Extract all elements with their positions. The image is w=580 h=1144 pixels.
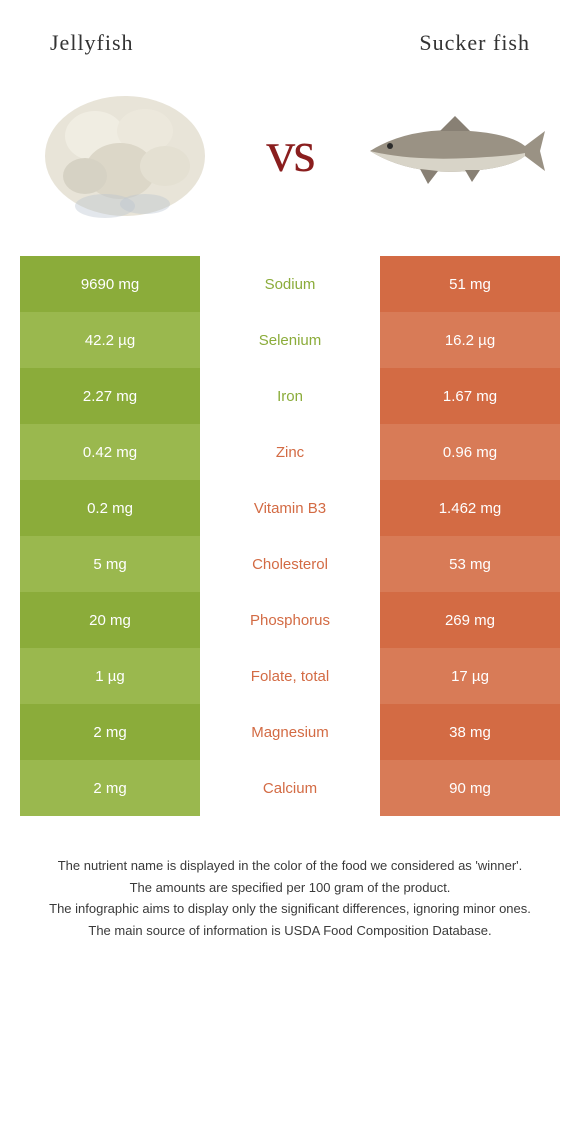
vs-label: vs xyxy=(266,118,314,185)
footnote-line: The main source of information is USDA F… xyxy=(35,921,545,941)
left-value: 9690 mg xyxy=(20,256,200,312)
nutrient-name: Magnesium xyxy=(200,704,380,760)
nutrient-name: Zinc xyxy=(200,424,380,480)
nutrient-name: Folate, total xyxy=(200,648,380,704)
right-value: 90 mg xyxy=(380,760,560,816)
left-value: 42.2 µg xyxy=(20,312,200,368)
jellyfish-image xyxy=(30,76,220,226)
footnote-line: The nutrient name is displayed in the co… xyxy=(35,856,545,876)
right-value: 51 mg xyxy=(380,256,560,312)
fish-image xyxy=(360,76,550,226)
nutrient-name: Cholesterol xyxy=(200,536,380,592)
footnote-line: The amounts are specified per 100 gram o… xyxy=(35,878,545,898)
table-row: 9690 mgSodium51 mg xyxy=(20,256,560,312)
left-value: 1 µg xyxy=(20,648,200,704)
nutrient-name: Sodium xyxy=(200,256,380,312)
table-row: 0.2 mgVitamin B31.462 mg xyxy=(20,480,560,536)
right-value: 1.462 mg xyxy=(380,480,560,536)
left-value: 2 mg xyxy=(20,760,200,816)
nutrient-name: Phosphorus xyxy=(200,592,380,648)
right-value: 38 mg xyxy=(380,704,560,760)
table-row: 2 mgCalcium90 mg xyxy=(20,760,560,816)
footnotes: The nutrient name is displayed in the co… xyxy=(20,816,560,940)
footnote-line: The infographic aims to display only the… xyxy=(35,899,545,919)
left-value: 2.27 mg xyxy=(20,368,200,424)
right-value: 53 mg xyxy=(380,536,560,592)
nutrient-name: Iron xyxy=(200,368,380,424)
nutrient-name: Calcium xyxy=(200,760,380,816)
table-row: 5 mgCholesterol53 mg xyxy=(20,536,560,592)
right-value: 1.67 mg xyxy=(380,368,560,424)
table-row: 2 mgMagnesium38 mg xyxy=(20,704,560,760)
left-value: 20 mg xyxy=(20,592,200,648)
right-value: 16.2 µg xyxy=(380,312,560,368)
left-value: 5 mg xyxy=(20,536,200,592)
table-row: 1 µgFolate, total17 µg xyxy=(20,648,560,704)
table-row: 42.2 µgSelenium16.2 µg xyxy=(20,312,560,368)
images-row: vs xyxy=(20,56,560,256)
left-value: 2 mg xyxy=(20,704,200,760)
table-row: 2.27 mgIron1.67 mg xyxy=(20,368,560,424)
nutrient-name: Vitamin B3 xyxy=(200,480,380,536)
right-value: 17 µg xyxy=(380,648,560,704)
right-value: 269 mg xyxy=(380,592,560,648)
nutrient-table: 9690 mgSodium51 mg42.2 µgSelenium16.2 µg… xyxy=(20,256,560,816)
food-right-title: Sucker fish xyxy=(419,30,530,56)
table-row: 20 mgPhosphorus269 mg xyxy=(20,592,560,648)
header: Jellyfish Sucker fish xyxy=(20,20,560,56)
table-row: 0.42 mgZinc0.96 mg xyxy=(20,424,560,480)
left-value: 0.42 mg xyxy=(20,424,200,480)
food-left-title: Jellyfish xyxy=(50,30,134,56)
right-value: 0.96 mg xyxy=(380,424,560,480)
left-value: 0.2 mg xyxy=(20,480,200,536)
nutrient-name: Selenium xyxy=(200,312,380,368)
